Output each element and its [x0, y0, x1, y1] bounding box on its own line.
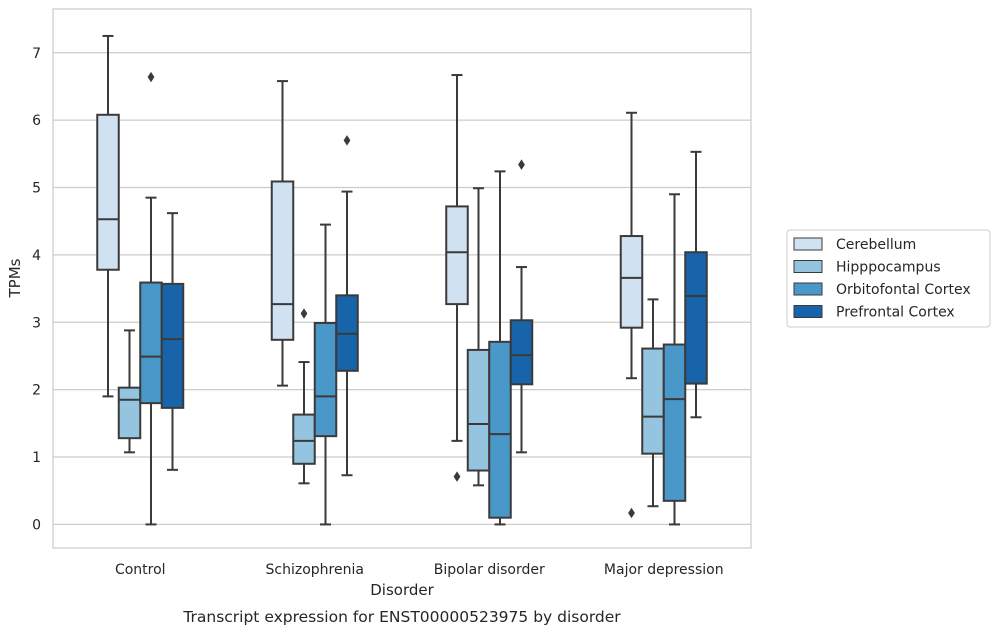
series-prefrontal-cortex [160, 135, 708, 477]
y-tick-label: 5 [32, 181, 41, 197]
legend-label: Cerebellum [836, 237, 916, 253]
series-cerebellum [96, 34, 644, 519]
outlier-point [453, 471, 461, 482]
legend-label: Prefrontal Cortex [836, 305, 955, 321]
legend-swatch [793, 237, 823, 251]
legend-frame [786, 229, 991, 328]
x-tick-labels: Control Schizophrenia Bipolar disorder Majo… [115, 562, 724, 578]
box [96, 113, 120, 271]
x-tick-label: Control [115, 562, 166, 578]
box [641, 347, 665, 455]
box [139, 281, 163, 405]
y-tick-label: 0 [32, 517, 41, 533]
y-tick-label: 4 [32, 248, 41, 264]
outlier-point [628, 507, 635, 519]
y-tick-label: 1 [32, 450, 41, 466]
box [662, 343, 687, 502]
legend-label: Orbitofontal Cortex [836, 282, 971, 298]
legend-items: Cerebellum Hipppocampus Orbitofontal Corte… [793, 237, 971, 321]
legend: Cerebellum Hipppocampus Orbitofontal Corte… [786, 229, 991, 328]
legend-label: Hipppocampus [836, 260, 941, 276]
box [684, 251, 708, 385]
chart-caption: Transcript expression for ENST0000052397… [182, 608, 621, 626]
box [619, 235, 644, 329]
outlier-point [300, 308, 308, 319]
legend-swatch [793, 260, 823, 273]
y-tick-label: 3 [32, 315, 41, 331]
box [292, 413, 316, 465]
x-tick-label: Bipolar disorder [434, 562, 545, 578]
outlier-point [343, 135, 351, 146]
y-tick-labels: 0 1 2 3 4 5 6 7 [32, 46, 41, 534]
box [509, 319, 534, 386]
y-tick-label: 6 [32, 113, 41, 129]
y-tick-label: 7 [32, 46, 41, 62]
box [313, 321, 338, 438]
box [445, 205, 469, 306]
x-tick-label: Schizophrenia [266, 562, 364, 578]
boxes-layer [96, 34, 708, 526]
series-orbitofontal-cortex [139, 71, 687, 526]
plot-frame [52, 8, 752, 549]
box [117, 386, 142, 440]
outlier-point [518, 159, 525, 170]
outlier-point [147, 71, 155, 83]
y-tick-label: 2 [32, 383, 41, 399]
box [270, 180, 295, 341]
y-axis-label: TPMs [6, 258, 24, 298]
box [466, 348, 491, 472]
box [160, 282, 185, 409]
x-tick-label: Major depression [604, 562, 724, 578]
box [488, 340, 512, 519]
legend-swatch [793, 282, 823, 296]
legend-swatch [793, 305, 823, 318]
x-axis-label: Disorder [370, 581, 434, 599]
